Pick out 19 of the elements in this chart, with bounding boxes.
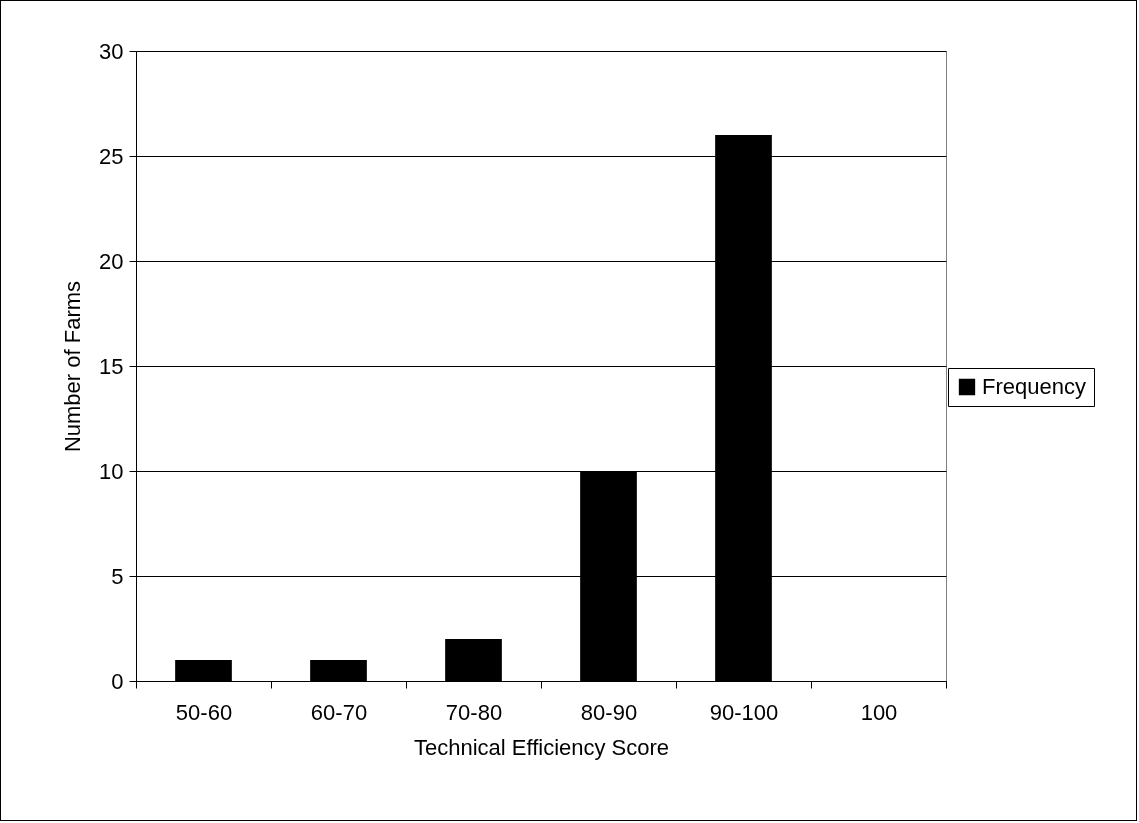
bar — [175, 660, 232, 681]
y-tick-label: 20 — [99, 248, 124, 274]
y-tick-label: 0 — [111, 668, 124, 694]
y-axis-title: Number of Farms — [60, 280, 86, 453]
x-tick-label: 70-80 — [445, 699, 503, 725]
x-tick-label: 90-100 — [709, 699, 779, 725]
y-tick-label: 10 — [99, 458, 124, 484]
x-tick-label: 50-60 — [175, 699, 233, 725]
bar — [310, 660, 367, 681]
x-axis-title: Technical Efficiency Score — [413, 734, 670, 760]
x-tick-label: 80-90 — [580, 699, 638, 725]
y-tick-label: 25 — [99, 143, 124, 169]
bar — [445, 639, 502, 681]
y-tick-label: 15 — [99, 353, 124, 379]
x-tick-label: 100 — [860, 699, 898, 725]
x-tick-label: 60-70 — [310, 699, 368, 725]
legend-label: Frequency — [982, 374, 1086, 399]
y-tick-label: 30 — [99, 38, 124, 64]
y-tick-label: 5 — [111, 563, 124, 589]
